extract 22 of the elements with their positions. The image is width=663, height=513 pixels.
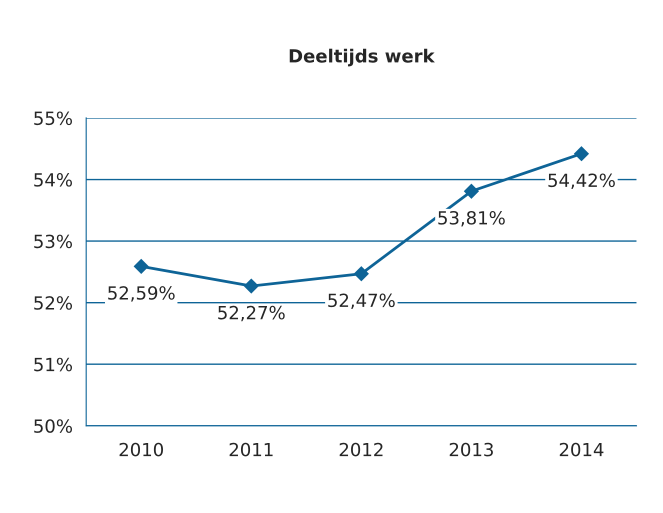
point (134, 258, 149, 274)
data-label: 52,59% (108, 286, 175, 302)
x-tick-label: 2014 (560, 442, 604, 456)
x-tick-label: 2010 (120, 442, 163, 456)
chart-title: Deeltijds werk (290, 48, 435, 66)
y-tick-label: 52% (34, 296, 72, 310)
x-tick-label: 2011 (230, 442, 273, 456)
y-tick-label: 53% (34, 234, 72, 248)
data-label: 53,81% (438, 211, 505, 227)
data-label: 52,47% (328, 294, 395, 309)
point (464, 184, 479, 199)
point (574, 146, 589, 162)
data-label: 54,42% (548, 173, 615, 189)
y-tick-label: 50% (34, 419, 72, 433)
point (244, 278, 259, 294)
x-tick-label: 2013 (450, 442, 493, 456)
x-tick-label: 2012 (340, 442, 382, 456)
data-label: 52,27% (218, 306, 285, 322)
y-tick-label: 54% (34, 173, 72, 187)
y-tick-label: 55% (34, 111, 72, 126)
point (354, 266, 369, 282)
y-tick-label: 51% (34, 358, 72, 372)
